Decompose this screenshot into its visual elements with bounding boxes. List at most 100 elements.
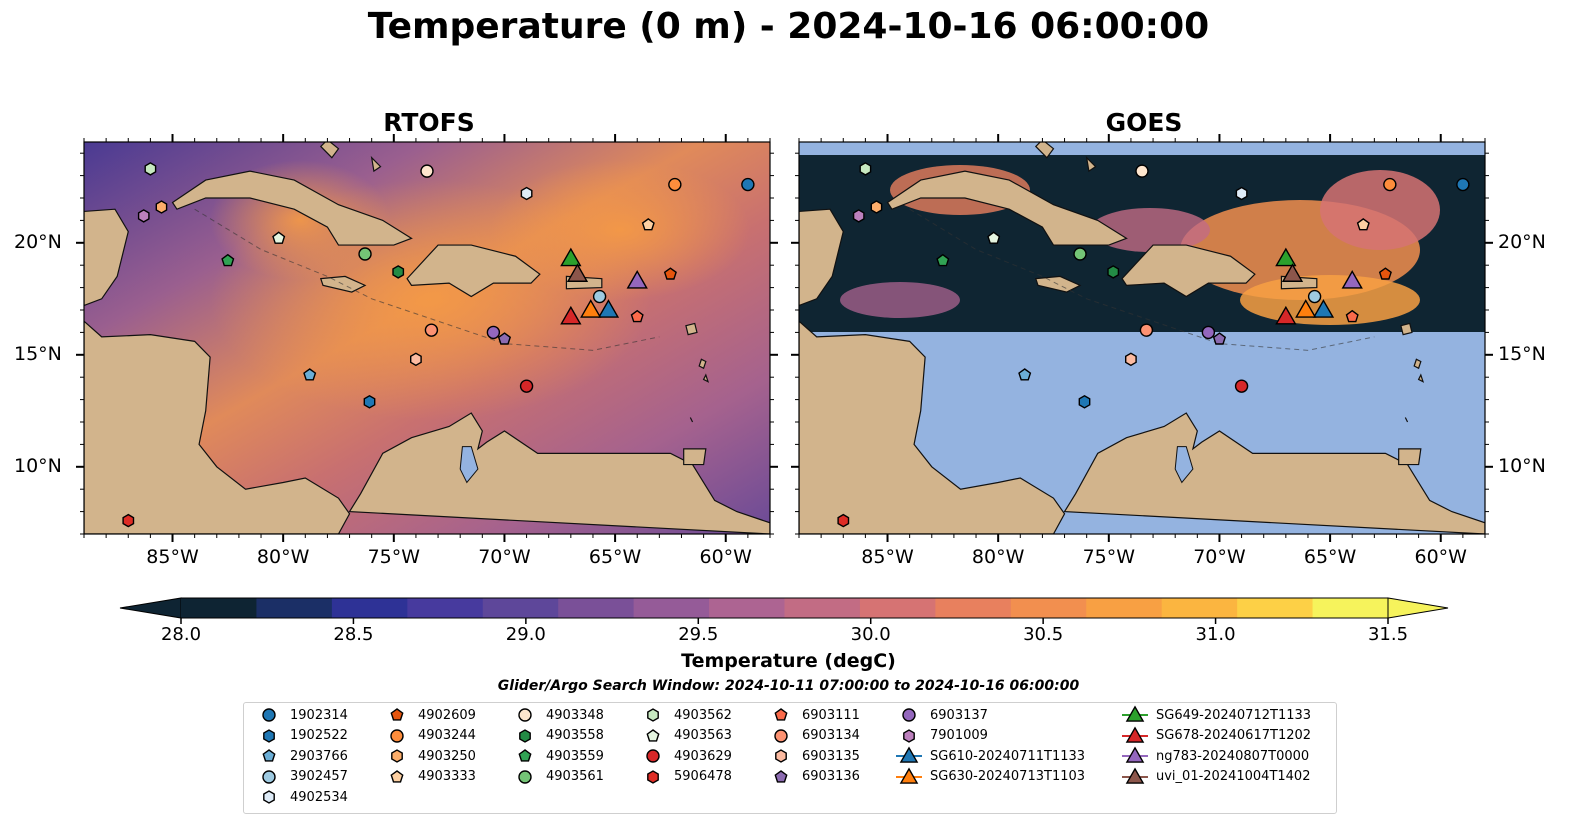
legend-label: 5906478 [674, 769, 732, 784]
float-marker-SG610-20240711T1133 [597, 299, 620, 318]
circle-icon [518, 769, 532, 784]
colorbar-segment [633, 598, 710, 618]
colorbar-segment [331, 598, 408, 618]
legend-item: 7901009 [896, 726, 988, 746]
legend-label: SG649-20240712T1133 [1156, 707, 1312, 723]
legend-item: 6903134 [768, 726, 860, 746]
colorbar-tick-label: 30.5 [1023, 624, 1064, 645]
colorbar-segment [859, 598, 936, 618]
lat-tick-label-left: 10°N [14, 454, 62, 477]
hexagon-icon [263, 790, 275, 804]
float-marker-6903134 [1139, 323, 1154, 337]
float-marker-2903766 [1018, 368, 1032, 381]
float-marker-4903629 [1234, 379, 1249, 393]
lon-tick-label: 75°W [1082, 546, 1136, 568]
float-marker-4903559 [221, 253, 235, 267]
lat-tick-label-right: 20°N [1498, 230, 1546, 253]
float-marker-4903348 [1135, 164, 1149, 178]
landmass [319, 142, 340, 159]
float-marker-SG610-20240711T1133 [1312, 299, 1335, 318]
float-marker-4903250 [155, 200, 168, 214]
legend-item: SG610-20240711T1133 [896, 746, 1085, 766]
legend-item: SG630-20240713T1103 [896, 766, 1085, 787]
legend-item: 4903563 [640, 726, 732, 746]
lon-tick-label: 85°W [861, 546, 914, 568]
colorbar-tick-label: 29.5 [678, 624, 719, 645]
float-marker-4903558 [392, 265, 405, 279]
float-marker-1902314 [741, 177, 755, 192]
legend-label: 4903563 [674, 728, 732, 743]
triangle-line-icon [1122, 705, 1148, 722]
pentagon-icon [774, 769, 788, 783]
float-marker-SG630-20240713T1103 [580, 299, 602, 318]
landmass [799, 208, 844, 307]
legend-item: 6903136 [768, 767, 860, 787]
float-marker-5906478 [837, 513, 850, 528]
search-window-text: Glider/Argo Search Window: 2024-10-11 07… [497, 678, 1080, 694]
landmass [689, 417, 694, 423]
legend-item: ng783-20240807T0000 [1122, 746, 1309, 766]
panel-title-rtofs: RTOFS [383, 108, 475, 137]
hexagon-icon [519, 728, 531, 743]
legend-label: 7901009 [930, 728, 988, 743]
landmass [171, 170, 413, 246]
colorbar-segment [709, 598, 785, 618]
float-marker-uvi_01-20241004T1402 [1281, 263, 1304, 282]
circle-icon [774, 728, 788, 743]
float-marker-2903766 [303, 368, 317, 381]
colorbar-segment [482, 598, 559, 618]
float-marker-4903244 [668, 177, 682, 192]
rtofs-warm-anomaly [490, 160, 750, 300]
legend-label: SG610-20240711T1133 [930, 748, 1086, 764]
landmass [370, 155, 382, 173]
legend-item: uvi_01-20241004T1402 [1122, 766, 1311, 787]
float-marker-4903558 [1107, 265, 1120, 279]
float-marker-1902314 [1456, 177, 1470, 192]
float-marker-6903111 [1345, 309, 1359, 323]
legend-label: 4903348 [546, 707, 604, 723]
lake [459, 446, 479, 484]
landmass [698, 358, 707, 370]
lon-tick-label: 60°W [699, 546, 752, 568]
landmass [1034, 142, 1055, 159]
legend-item: 6903137 [896, 705, 988, 725]
rtofs-land [84, 142, 770, 534]
float-marker-4903562 [144, 162, 157, 176]
hexagon-icon [391, 749, 403, 763]
lon-tick-label: 75°W [367, 546, 421, 568]
legend-item: 4903561 [512, 767, 604, 787]
legend-label: 3902457 [290, 769, 348, 784]
map-panels [76, 134, 1493, 542]
pentagon-icon [518, 749, 532, 762]
float-marker-4903562 [859, 162, 872, 176]
legend-item: SG678-20240617T1202 [1122, 725, 1311, 746]
colorbar-segment [1010, 598, 1087, 618]
legend-label: 2903766 [290, 748, 348, 764]
legend-label: 4902534 [290, 789, 348, 805]
legend-label: 4903561 [546, 769, 604, 784]
float-marker-3902457 [1307, 289, 1322, 304]
legend-label: uvi_01-20241004T1402 [1156, 769, 1311, 784]
float-marker-SG649-20240712T1133 [1275, 247, 1297, 267]
colorbar-segment [935, 598, 1012, 618]
legend-item: 4903562 [640, 705, 732, 725]
legend-label: 4903558 [546, 728, 604, 743]
float-marker-6903135 [1124, 352, 1137, 367]
legend-item: 4903333 [384, 767, 476, 787]
landmass [685, 322, 698, 336]
colorbar-segment [407, 598, 484, 618]
legend-label: 6903134 [802, 728, 860, 743]
landmass [1417, 373, 1425, 383]
hexagon-icon [647, 769, 659, 784]
colorbar-segment [1161, 598, 1238, 618]
triangle-line-icon [1122, 746, 1148, 763]
hexagon-icon [647, 708, 659, 722]
lat-tick-label-left: 15°N [14, 342, 62, 365]
float-marker-7901009 [137, 209, 150, 223]
landmass [1121, 244, 1256, 298]
legend-label: 4903629 [674, 748, 732, 764]
rtofs-map [84, 142, 770, 534]
lon-tick-label: 60°W [1414, 546, 1467, 568]
colorbar-segment [256, 598, 333, 618]
legend-label: 4903333 [418, 769, 476, 784]
